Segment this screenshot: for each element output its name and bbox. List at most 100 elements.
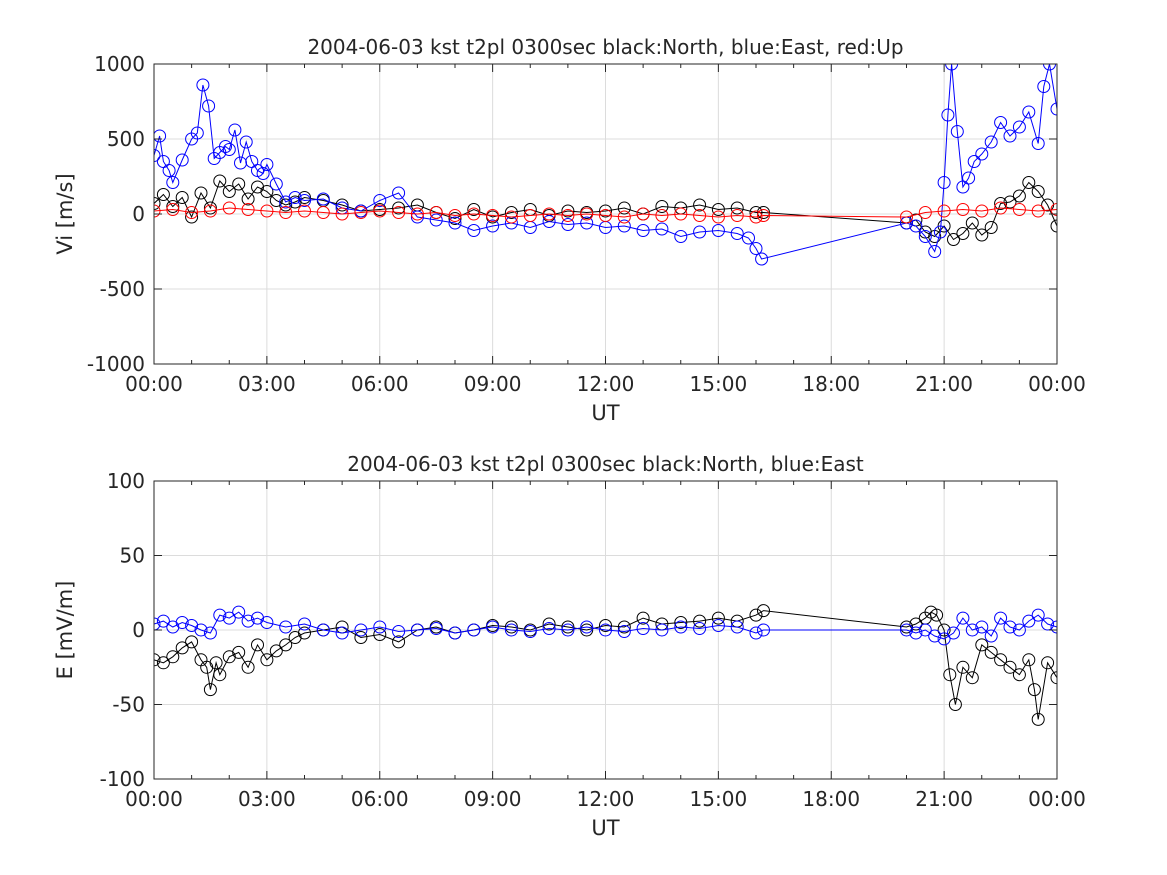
data-point xyxy=(655,200,669,213)
data-point xyxy=(194,623,208,637)
chart-title: 2004-06-03 kst t2pl 0300sec black:North,… xyxy=(347,452,864,476)
data-point xyxy=(298,617,311,631)
data-point xyxy=(241,192,255,206)
data-point xyxy=(636,207,650,221)
data-point xyxy=(1027,683,1041,697)
data-point xyxy=(599,623,612,637)
data-point xyxy=(580,623,594,637)
data-point xyxy=(1022,105,1036,119)
data-point xyxy=(975,228,989,242)
data-point xyxy=(749,626,763,640)
data-point xyxy=(693,209,707,222)
data-point xyxy=(1012,120,1026,134)
y-tick-label: 0 xyxy=(132,618,145,642)
data-point xyxy=(1031,608,1045,622)
data-point xyxy=(1041,617,1055,631)
data-point xyxy=(1050,671,1057,685)
data-point xyxy=(279,638,293,652)
data-point xyxy=(504,206,518,219)
data-point xyxy=(561,623,575,637)
data-point xyxy=(928,245,942,258)
data-point xyxy=(956,660,970,674)
data-point xyxy=(162,164,176,177)
series-line-east xyxy=(154,64,1057,260)
data-point xyxy=(185,635,199,649)
y-axis-label: Vi [m/s] xyxy=(53,173,77,254)
data-point xyxy=(937,204,951,218)
data-point xyxy=(467,207,481,221)
data-point xyxy=(260,653,274,667)
data-point xyxy=(316,192,330,206)
data-point xyxy=(213,174,227,188)
data-point xyxy=(175,641,189,655)
data-point xyxy=(984,135,998,149)
data-point xyxy=(373,620,387,634)
x-tick-label: 00:00 xyxy=(1028,372,1086,396)
data-point xyxy=(636,611,650,625)
data-point xyxy=(175,616,189,629)
data-point xyxy=(580,216,594,230)
data-point xyxy=(175,191,189,204)
data-point xyxy=(154,197,161,210)
y-tick-label: 100 xyxy=(107,469,145,493)
data-point xyxy=(448,212,462,225)
data-point xyxy=(984,645,998,659)
data-point xyxy=(693,225,707,239)
x-tick-label: 12:00 xyxy=(577,372,635,396)
data-point xyxy=(166,200,180,213)
data-point xyxy=(166,203,180,216)
data-point xyxy=(693,614,707,628)
data-point xyxy=(967,155,981,168)
data-point xyxy=(1012,189,1026,203)
data-point xyxy=(943,668,957,682)
data-point xyxy=(429,622,443,635)
grid-lines xyxy=(154,64,1057,364)
data-point xyxy=(561,204,575,218)
x-tick-label: 09:00 xyxy=(464,787,522,811)
data-point xyxy=(928,629,942,643)
data-point xyxy=(1003,620,1017,634)
data-point xyxy=(241,660,255,674)
data-point xyxy=(965,671,979,685)
y-tick-label: -100 xyxy=(100,767,145,791)
data-point xyxy=(956,203,970,216)
data-point xyxy=(599,204,612,218)
data-point xyxy=(1022,614,1036,628)
data-point xyxy=(156,656,170,670)
data-point xyxy=(154,149,161,162)
data-point xyxy=(984,221,998,234)
data-point xyxy=(674,207,688,221)
y-tick-label: 1000 xyxy=(94,52,145,76)
series-line-up xyxy=(154,207,1057,218)
data-point xyxy=(298,194,311,207)
data-point xyxy=(219,140,232,153)
data-point xyxy=(373,628,387,641)
data-point xyxy=(941,108,955,122)
data-point xyxy=(316,206,330,219)
data-point xyxy=(909,617,923,631)
data-point xyxy=(166,176,180,189)
data-point xyxy=(239,135,253,149)
series-group xyxy=(154,64,1057,266)
data-point xyxy=(984,629,998,643)
data-point xyxy=(354,623,368,637)
data-point xyxy=(448,216,462,230)
data-point xyxy=(561,218,575,231)
data-point xyxy=(154,204,161,218)
data-point xyxy=(190,126,204,140)
y-tick-label: -1000 xyxy=(87,352,145,376)
data-point xyxy=(674,230,688,243)
x-tick-label: 18:00 xyxy=(802,787,860,811)
data-point xyxy=(749,242,763,255)
data-point xyxy=(994,116,1008,129)
data-point xyxy=(900,620,913,634)
data-point xyxy=(1037,80,1051,93)
data-point xyxy=(486,620,500,634)
data-point xyxy=(232,177,246,191)
data-point xyxy=(711,611,725,625)
data-point xyxy=(757,604,770,618)
data-point xyxy=(156,614,170,628)
data-point xyxy=(975,638,989,652)
data-point xyxy=(185,206,199,219)
